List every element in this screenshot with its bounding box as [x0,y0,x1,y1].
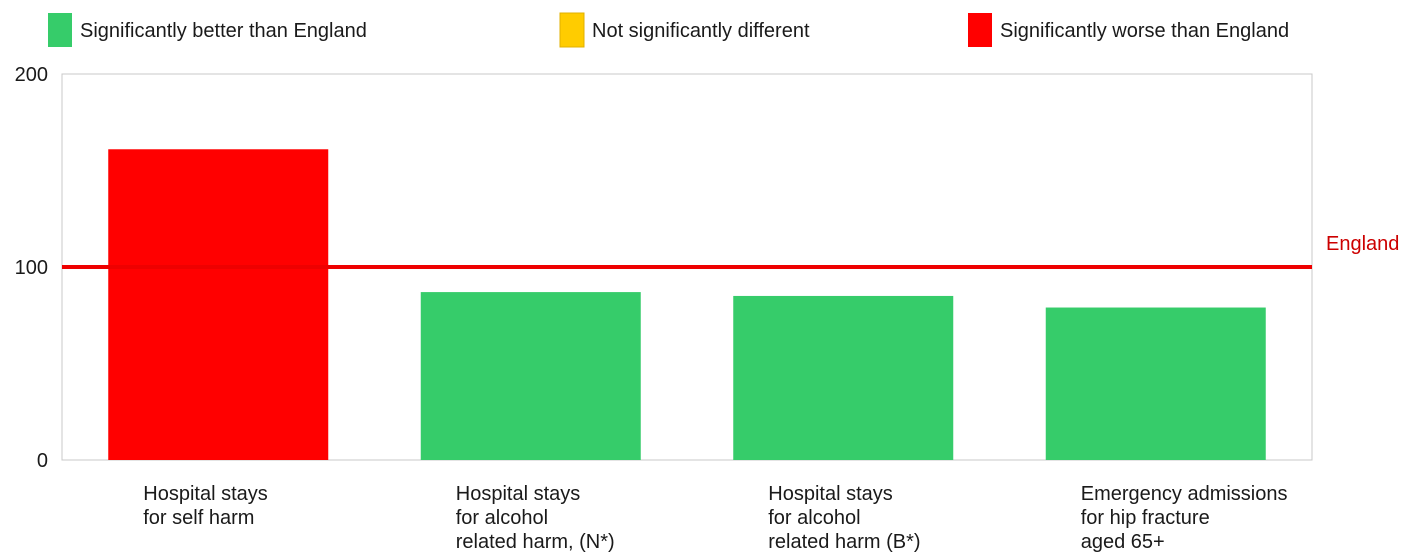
x-tick-label-line: for self harm [143,507,254,529]
legend-item: Not significantly different [559,12,810,48]
bar [1045,307,1266,460]
y-tick-label: 100 [15,257,48,279]
y-tick-label: 200 [15,64,48,86]
reference-line-group: England [62,233,1399,269]
x-tick-label: Hospital stays for alcohol related harm (B… [768,483,920,552]
x-tick-label-line: Hospital stays [143,483,268,505]
legend-swatch [559,12,585,48]
legend-item: Significantly worse than England [968,13,1289,47]
legend-swatch [48,13,72,47]
x-tick-label-line: Hospital stays [768,483,893,505]
x-tick-label-line: for alcohol [456,507,548,529]
y-axis: 0 100 200 [15,64,48,472]
x-tick-label-line: Hospital stays [456,483,581,505]
legend: Significantly better than England Not sig… [48,12,1289,48]
bars [108,149,1266,460]
x-tick-label: Hospital stays for alcohol related harm, (… [456,483,615,552]
legend-item: Significantly better than England [48,13,367,47]
bar [420,292,641,460]
legend-swatch [968,13,992,47]
y-tick-label: 0 [37,450,48,472]
x-tick-label-line: for alcohol [768,507,860,529]
legend-label: Significantly better than England [80,20,367,42]
x-tick-label-line: related harm (B*) [768,531,920,552]
x-tick-label-line: aged 65+ [1081,531,1165,552]
x-tick-label-line: for hip fracture [1081,507,1210,529]
x-tick-label-line: Emergency admissions [1081,483,1288,505]
reference-line-label: England [1326,233,1399,255]
bar [108,149,329,460]
x-tick-label: Emergency admissions for hip fracture aged… [1081,483,1288,552]
bar [733,295,954,460]
legend-label: Significantly worse than England [1000,20,1289,42]
x-tick-label-line: related harm, (N*) [456,531,615,552]
legend-label: Not significantly different [592,20,810,42]
x-tick-label: Hospital stays for self harm [143,483,268,529]
